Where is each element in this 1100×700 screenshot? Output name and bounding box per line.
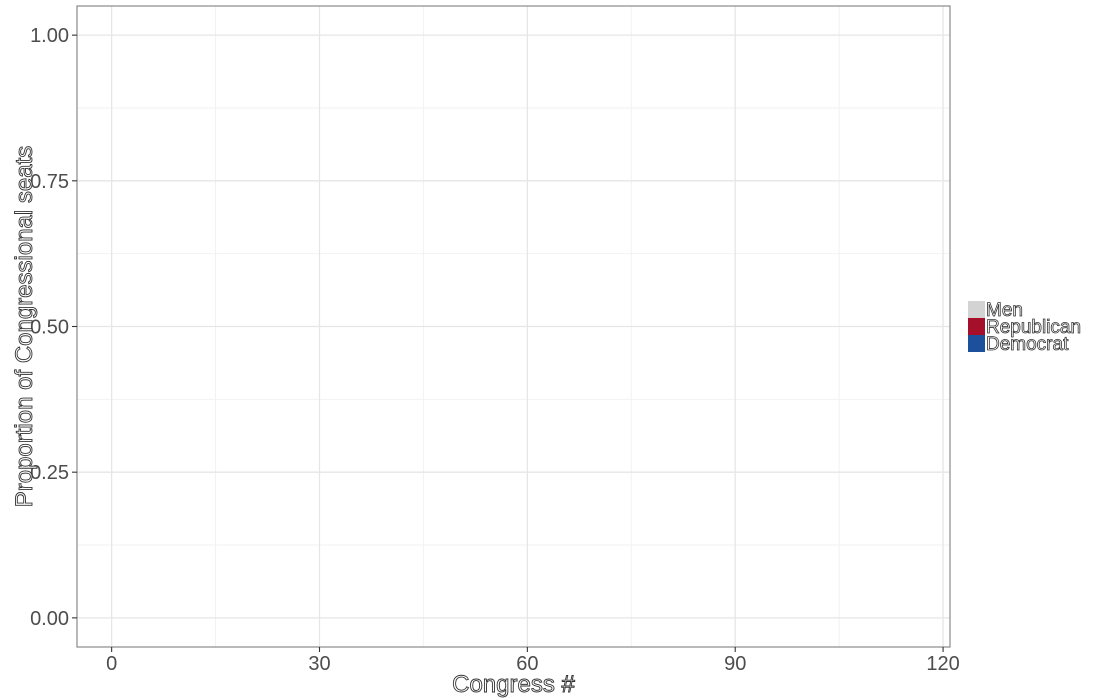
y-tick-label: 0.00	[30, 608, 69, 630]
legend-label-democrat: Democrat	[986, 334, 1069, 355]
y-axis: 0.00 0.25 0.50 0.75 1.00	[30, 25, 77, 630]
x-tick-label: 90	[724, 653, 746, 675]
y-tick-label: 0.50	[30, 317, 69, 339]
x-tick-label: 120	[926, 653, 959, 675]
y-tick-label: 1.00	[30, 25, 69, 47]
y-axis-title: Proportion of Congressional seats	[11, 146, 38, 508]
x-tick-label: 30	[308, 653, 330, 675]
y-tick-label: 0.75	[30, 171, 69, 193]
legend-label-men: Men	[986, 300, 1023, 321]
grid	[77, 6, 950, 647]
legend-key-republican	[968, 318, 985, 335]
y-tick-label: 0.25	[30, 462, 69, 484]
x-tick-label: 60	[516, 653, 538, 675]
x-axis: 0 30 60 90 120	[106, 647, 960, 675]
legend-key-men	[968, 301, 985, 318]
legend-key-democrat	[968, 335, 985, 352]
x-tick-label: 0	[106, 653, 117, 675]
x-axis-title: Congress #	[452, 671, 575, 698]
legend-label-republican: Republican	[986, 317, 1081, 338]
